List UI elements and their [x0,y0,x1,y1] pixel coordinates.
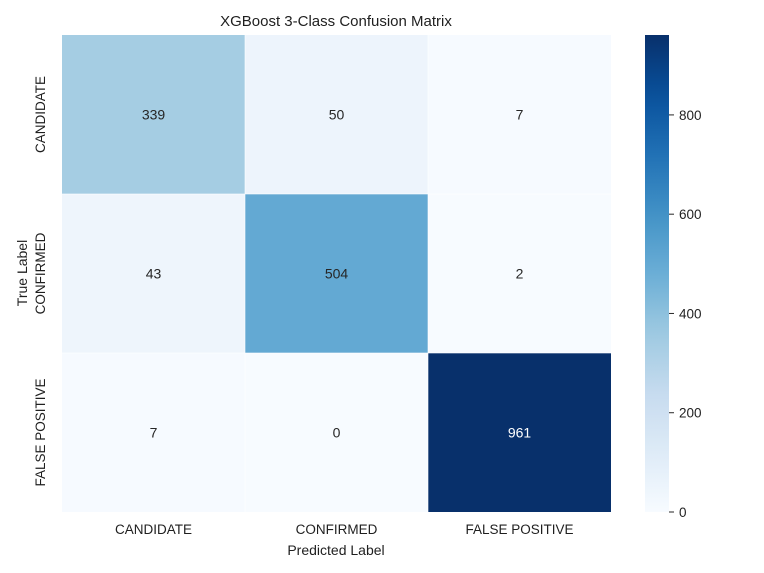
x-tick-label: FALSE POSITIVE [465,522,573,537]
colorbar-tick-label: 200 [679,406,702,421]
heatmap-cells [62,35,611,512]
heatmap-cell-value: 7 [516,107,524,123]
colorbar-ticks: 0 200 400 600 800 [669,108,702,520]
heatmap-cell-value: 961 [508,425,532,441]
x-tick-labels: CANDIDATE CONFIRMED FALSE POSITIVE [115,522,574,537]
heatmap-cell-value: 339 [142,107,166,123]
heatmap-cell-value: 2 [516,266,524,282]
heatmap-cell-value: 43 [146,266,162,282]
y-tick-label: CONFIRMED [33,232,48,314]
heatmap-cell [428,35,611,194]
heatmap-cell [428,353,611,512]
heatmap-cell-value: 504 [325,266,349,282]
y-tick-label: FALSE POSITIVE [33,378,48,486]
x-tick-label: CANDIDATE [115,522,192,537]
colorbar-tick-label: 600 [679,207,702,222]
x-axis-label: Predicted Label [287,542,384,558]
colorbar-tick-label: 0 [679,505,687,520]
y-tick-label: CANDIDATE [33,76,48,153]
x-tick-label: CONFIRMED [296,522,378,537]
y-axis-label: True Label [14,240,30,306]
heatmap-cell [62,353,245,512]
y-tick-labels: CANDIDATE CONFIRMED FALSE POSITIVE [33,76,48,487]
heatmap-cell-value: 50 [329,107,345,123]
colorbar-tick-label: 800 [679,108,702,123]
heatmap-cell [245,353,428,512]
heatmap-cell [428,194,611,353]
heatmap-cell-value: 0 [333,425,341,441]
heatmap-cell-value: 7 [150,425,158,441]
colorbar-tick-label: 400 [679,306,702,321]
chart-title: XGBoost 3-Class Confusion Matrix [220,13,452,30]
heatmap-cell [245,194,428,353]
heatmap-cell [245,35,428,194]
heatmap-cell-labels: 339 50 7 43 504 2 7 0 961 [142,107,532,441]
heatmap-cell [62,194,245,353]
heatmap-cell [62,35,245,194]
colorbar [645,35,669,512]
